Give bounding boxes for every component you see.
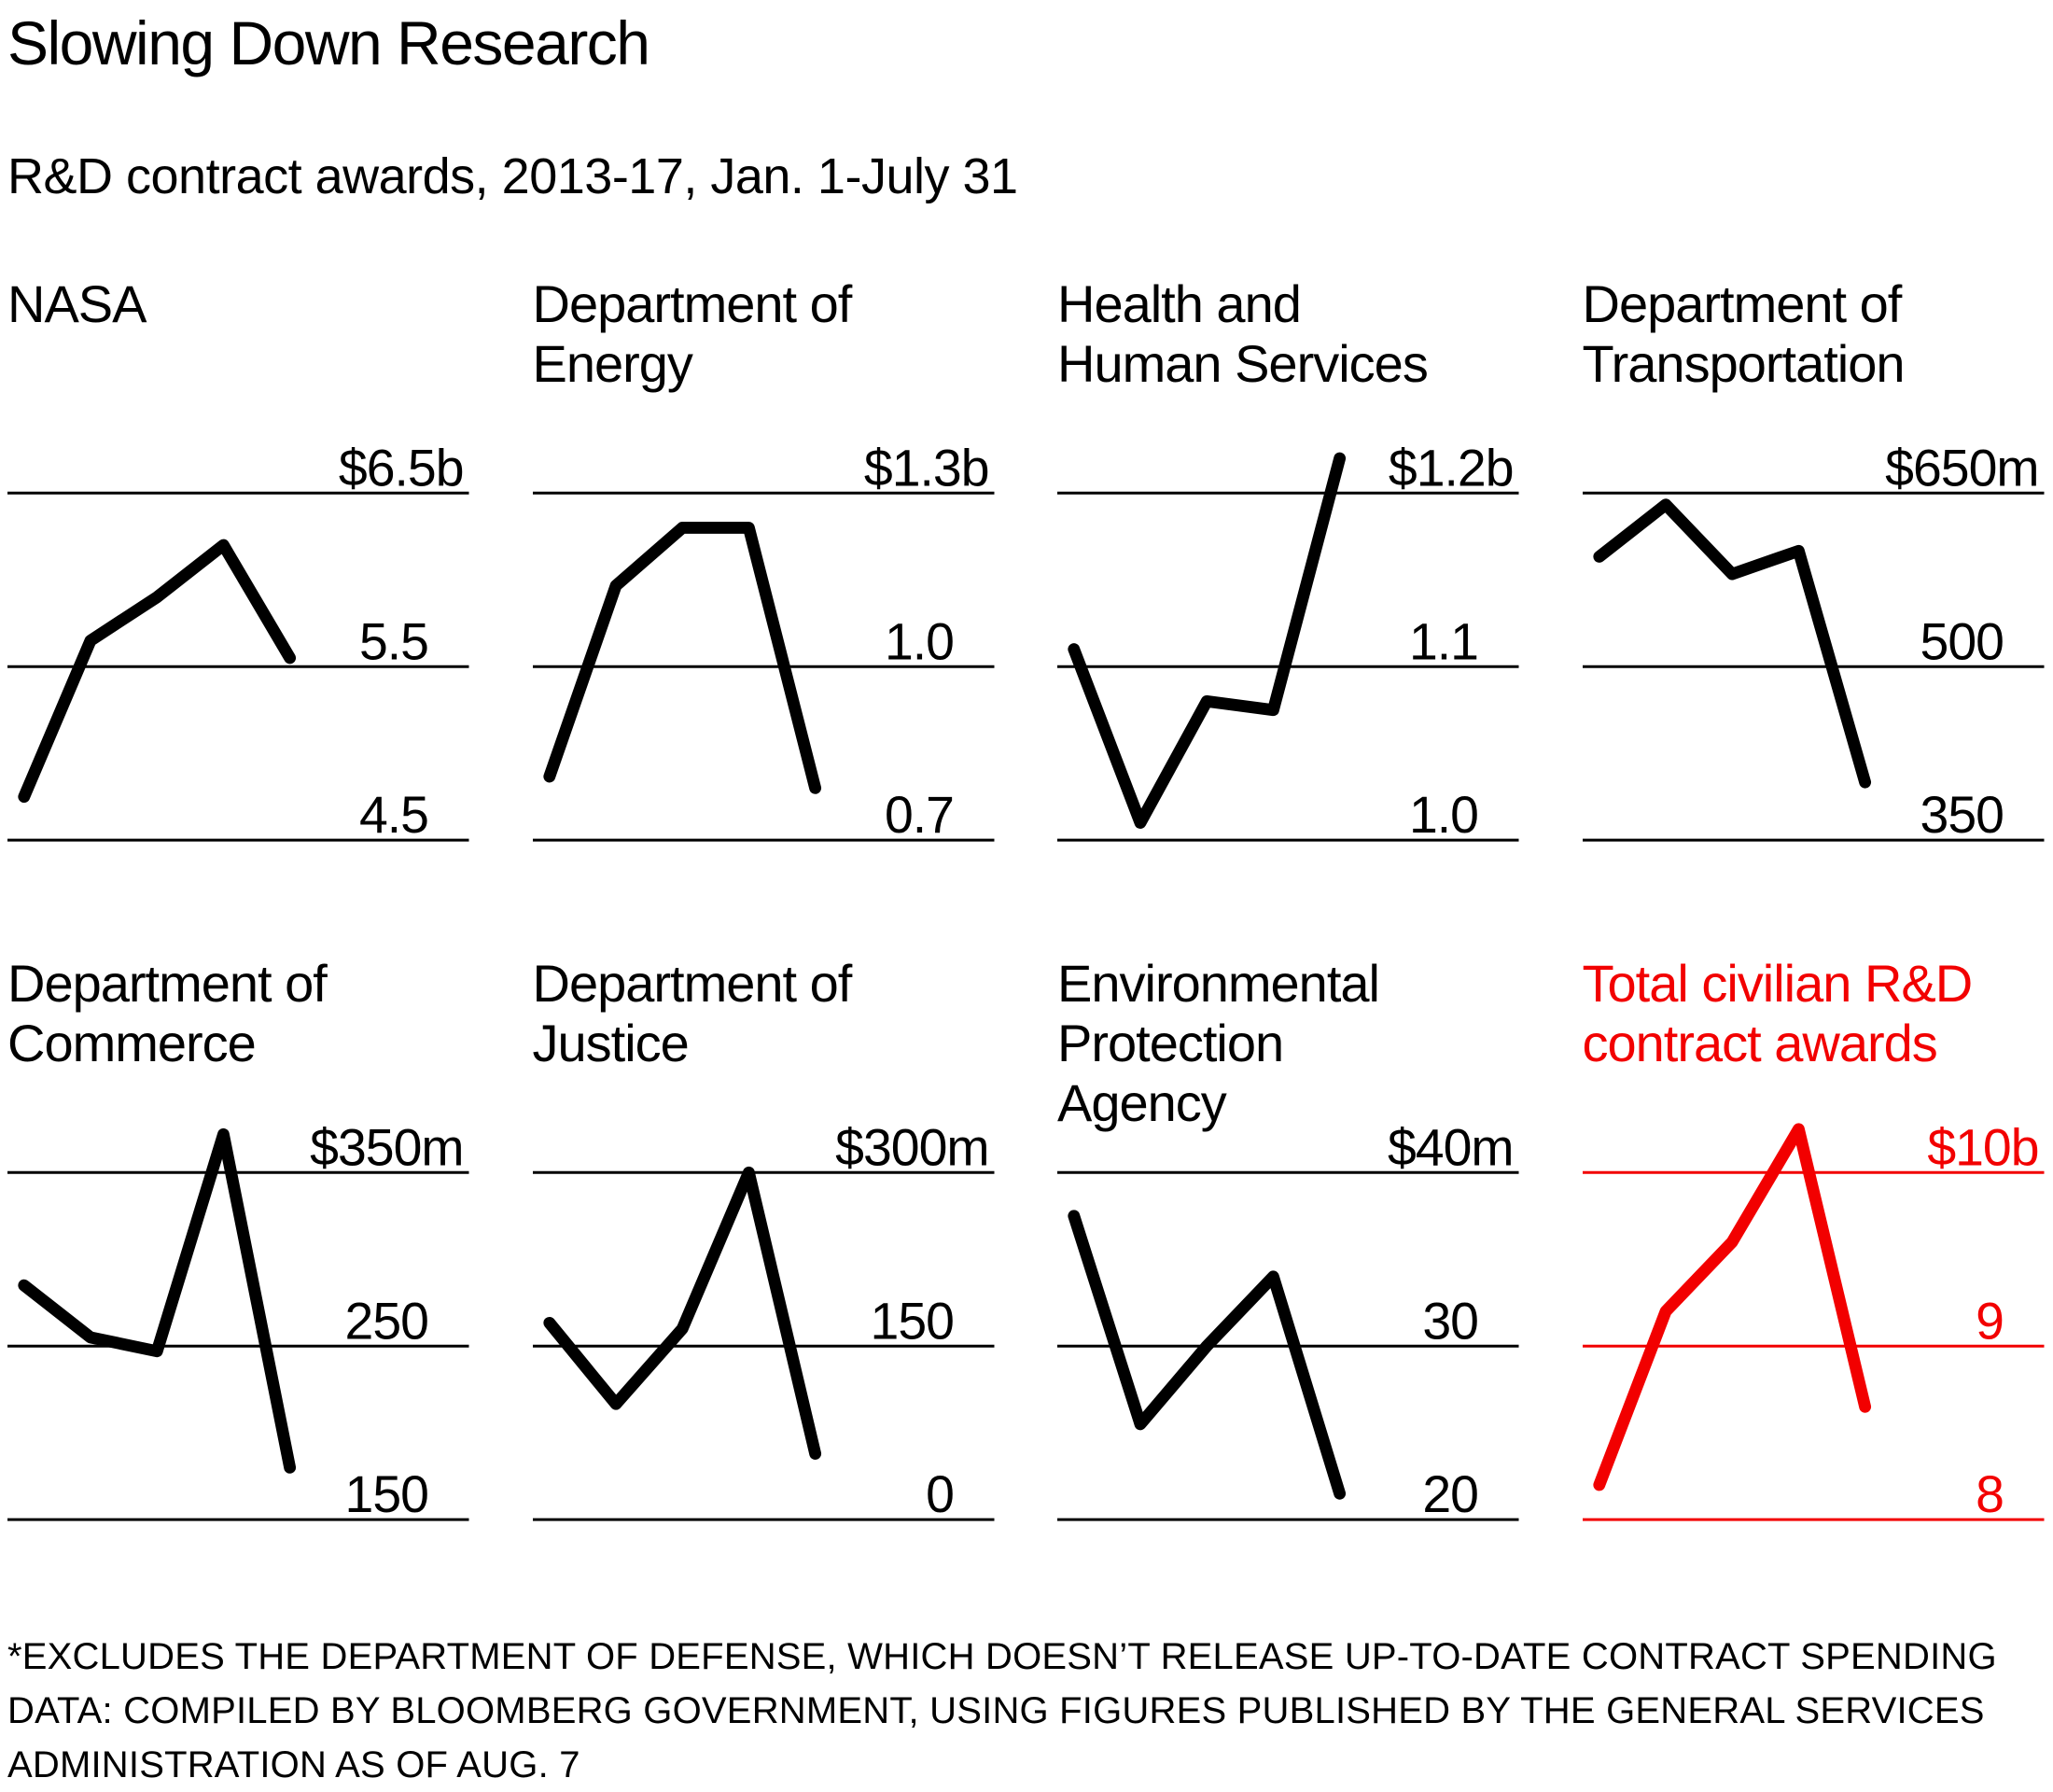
- data-line: [1592, 498, 1871, 789]
- chart-title: Environmental Protection Agency: [1057, 953, 1519, 1132]
- axis-label: 1.1: [1409, 612, 1478, 670]
- line-chart: $10b 9 8: [1582, 1118, 2044, 1523]
- line-chart: $300m 150 0: [532, 1118, 994, 1523]
- axis-label: 500: [1920, 612, 2003, 670]
- chart-panel: Department of Justice $300m 150 0: [533, 954, 995, 1542]
- line-chart: $1.3b 1.0 0.7: [532, 439, 994, 844]
- axis-label: 8: [1976, 1465, 2004, 1523]
- chart-title-line: Department of: [532, 274, 853, 333]
- axis-label: 0: [926, 1465, 954, 1523]
- footnote-line: *EXCLUDES THE DEPARTMENT OF DEFENSE, WHI…: [7, 1635, 1997, 1677]
- chart-title-line: Department of: [7, 953, 328, 1013]
- axis-label: 0.7: [884, 786, 953, 844]
- axis-label: $650m: [1885, 439, 2038, 497]
- data-line: [542, 1166, 821, 1460]
- axis-label: 30: [1422, 1292, 1478, 1350]
- chart-title-line: Health and: [1057, 274, 1302, 333]
- chart-title-line: Total civilian R&D: [1582, 953, 1974, 1013]
- chart-title-line: Energy: [532, 334, 693, 393]
- axis-label: 350: [1920, 786, 2003, 844]
- chart-title: Department of Transportation: [1583, 274, 2045, 433]
- data-line: [1068, 452, 1347, 829]
- axis-label: 4.5: [359, 786, 428, 844]
- chart-title: Department of Energy: [533, 274, 995, 433]
- chart-panel: NASA $6.5b 5.5 4.5: [7, 274, 469, 862]
- chart-panel: Department of Commerce $350m 250 150: [7, 954, 469, 1542]
- chart-panel: Environmental Protection Agency $40m 30 20: [1057, 954, 1519, 1542]
- axis-label: 1.0: [1409, 786, 1478, 844]
- chart-title-line: Transportation: [1582, 334, 1906, 393]
- chart-panel: Total civilian R&D contract awards $10b 9 8: [1583, 954, 2045, 1542]
- chart-title-line: Human Services: [1057, 334, 1429, 393]
- axis-label: 250: [345, 1292, 428, 1350]
- chart-title-line: Justice: [532, 1013, 690, 1072]
- chart-title-line: Department of: [1582, 274, 1903, 333]
- chart-panel: Department of Energy $1.3b 1.0 0.7: [533, 274, 995, 862]
- chart-title-line: Protection: [1057, 1013, 1284, 1072]
- chart-title-line: Department of: [532, 953, 853, 1013]
- data-line: [18, 539, 297, 804]
- axis-label: $40m: [1388, 1118, 1514, 1176]
- chart-title: NASA: [7, 274, 469, 433]
- axis-label: $350m: [310, 1118, 463, 1176]
- line-chart: $1.2b 1.1 1.0: [1057, 439, 1519, 844]
- charts-grid: NASA $6.5b 5.5 4.5 Department of Energy $1.3b 1…: [7, 274, 2044, 1542]
- axis-label: 1.0: [884, 612, 953, 670]
- data-line: [542, 522, 821, 794]
- axis-label: $1.2b: [1389, 439, 1514, 497]
- axis-label: $300m: [835, 1118, 988, 1176]
- line-chart: $350m 250 150: [7, 1118, 469, 1523]
- chart-title: Total civilian R&D contract awards: [1583, 954, 2045, 1113]
- axis-label: 5.5: [359, 612, 428, 670]
- axis-label: $6.5b: [339, 439, 464, 497]
- data-line: [18, 1127, 297, 1474]
- line-chart: $40m 30 20: [1057, 1118, 1519, 1523]
- chart-title: Health and Human Services: [1057, 274, 1519, 433]
- chart-title-line: contract awards: [1582, 1013, 1938, 1072]
- chart-panel: Department of Transportation $650m 500 350: [1583, 274, 2045, 862]
- footnote-line: DATA: COMPILED BY BLOOMBERG GOVERNMENT, …: [7, 1689, 1985, 1731]
- axis-label: 150: [870, 1292, 953, 1350]
- page-title: Slowing Down Research: [7, 8, 650, 77]
- axis-label: $1.3b: [863, 439, 988, 497]
- axis-label: 150: [345, 1465, 428, 1523]
- axis-label: $10b: [1927, 1118, 2038, 1176]
- page-subtitle: R&D contract awards, 2013-17, Jan. 1-Jul…: [7, 148, 1018, 204]
- chart-panel: Health and Human Services $1.2b 1.1 1.0: [1057, 274, 1519, 862]
- chart-title-line: Commerce: [7, 1013, 257, 1072]
- line-chart: $6.5b 5.5 4.5: [7, 439, 469, 844]
- chart-title: Department of Justice: [533, 954, 995, 1113]
- chart-title-line: Agency: [1057, 1072, 1227, 1132]
- axis-label: 20: [1422, 1465, 1478, 1523]
- axis-label: 9: [1976, 1292, 2004, 1350]
- chart-title-line: NASA: [7, 274, 147, 333]
- data-line: [1068, 1210, 1347, 1500]
- footnote: *EXCLUDES THE DEPARTMENT OF DEFENSE, WHI…: [7, 1630, 2044, 1792]
- line-chart: $650m 500 350: [1582, 439, 2044, 844]
- chart-title-line: Environmental: [1057, 953, 1380, 1013]
- footnote-line: ADMINISTRATION AS OF AUG. 7: [7, 1743, 580, 1785]
- chart-title: Department of Commerce: [7, 954, 469, 1113]
- data-line: [1592, 1123, 1871, 1491]
